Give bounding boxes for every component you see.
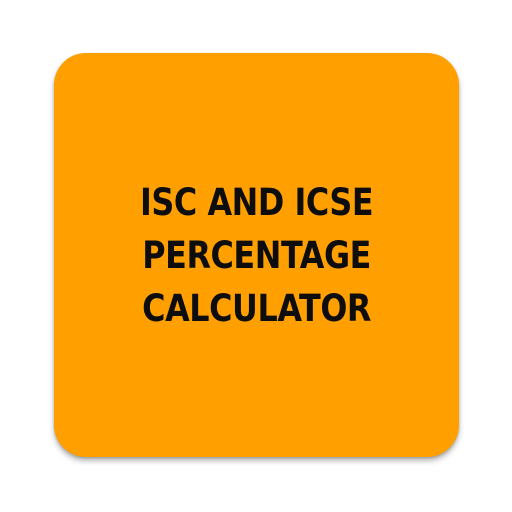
- app-title-line-1: ISC AND ICSE: [140, 176, 373, 229]
- app-icon-tile[interactable]: ISC AND ICSE PERCENTAGE CALCULATOR: [54, 53, 459, 457]
- app-title: ISC AND ICSE PERCENTAGE CALCULATOR: [140, 176, 373, 335]
- app-title-line-2: PERCENTAGE: [140, 229, 373, 282]
- app-title-line-3: CALCULATOR: [140, 282, 373, 335]
